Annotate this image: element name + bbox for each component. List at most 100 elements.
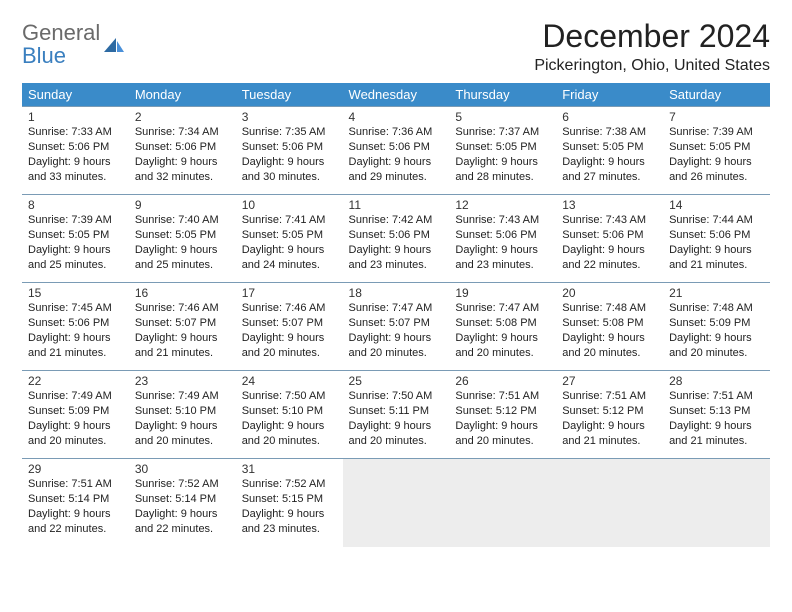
day-info: Sunrise: 7:51 AMSunset: 5:14 PMDaylight:… [28,477,123,536]
calendar-table: SundayMondayTuesdayWednesdayThursdayFrid… [22,83,770,547]
day-info: Sunrise: 7:46 AMSunset: 5:07 PMDaylight:… [242,301,337,360]
day-cell: 26Sunrise: 7:51 AMSunset: 5:12 PMDayligh… [449,371,556,459]
month-title: December 2024 [534,18,770,55]
weekday-header: Saturday [663,83,770,107]
day-number: 6 [562,110,657,124]
day-number: 24 [242,374,337,388]
day-number: 29 [28,462,123,476]
day-info: Sunrise: 7:45 AMSunset: 5:06 PMDaylight:… [28,301,123,360]
day-info: Sunrise: 7:51 AMSunset: 5:12 PMDaylight:… [455,389,550,448]
day-number: 15 [28,286,123,300]
day-cell: 4Sunrise: 7:36 AMSunset: 5:06 PMDaylight… [343,107,450,195]
day-info: Sunrise: 7:52 AMSunset: 5:15 PMDaylight:… [242,477,337,536]
day-cell: 27Sunrise: 7:51 AMSunset: 5:12 PMDayligh… [556,371,663,459]
day-info: Sunrise: 7:48 AMSunset: 5:08 PMDaylight:… [562,301,657,360]
day-info: Sunrise: 7:47 AMSunset: 5:07 PMDaylight:… [349,301,444,360]
day-number: 3 [242,110,337,124]
day-info: Sunrise: 7:49 AMSunset: 5:09 PMDaylight:… [28,389,123,448]
location: Pickerington, Ohio, United States [534,57,770,75]
day-number: 2 [135,110,230,124]
day-info: Sunrise: 7:39 AMSunset: 5:05 PMDaylight:… [28,213,123,272]
day-cell: 6Sunrise: 7:38 AMSunset: 5:05 PMDaylight… [556,107,663,195]
day-number: 10 [242,198,337,212]
day-cell: 18Sunrise: 7:47 AMSunset: 5:07 PMDayligh… [343,283,450,371]
day-info: Sunrise: 7:36 AMSunset: 5:06 PMDaylight:… [349,125,444,184]
day-cell: 13Sunrise: 7:43 AMSunset: 5:06 PMDayligh… [556,195,663,283]
day-cell: 16Sunrise: 7:46 AMSunset: 5:07 PMDayligh… [129,283,236,371]
day-number: 31 [242,462,337,476]
logo-blue: Blue [22,43,66,68]
day-cell: 2Sunrise: 7:34 AMSunset: 5:06 PMDaylight… [129,107,236,195]
day-number: 25 [349,374,444,388]
day-info: Sunrise: 7:40 AMSunset: 5:05 PMDaylight:… [135,213,230,272]
day-cell: 29Sunrise: 7:51 AMSunset: 5:14 PMDayligh… [22,459,129,547]
day-cell: 7Sunrise: 7:39 AMSunset: 5:05 PMDaylight… [663,107,770,195]
weekday-header: Wednesday [343,83,450,107]
day-info: Sunrise: 7:51 AMSunset: 5:13 PMDaylight:… [669,389,764,448]
day-number: 14 [669,198,764,212]
day-cell: 8Sunrise: 7:39 AMSunset: 5:05 PMDaylight… [22,195,129,283]
day-info: Sunrise: 7:51 AMSunset: 5:12 PMDaylight:… [562,389,657,448]
day-number: 12 [455,198,550,212]
day-info: Sunrise: 7:44 AMSunset: 5:06 PMDaylight:… [669,213,764,272]
day-info: Sunrise: 7:46 AMSunset: 5:07 PMDaylight:… [135,301,230,360]
day-cell: 21Sunrise: 7:48 AMSunset: 5:09 PMDayligh… [663,283,770,371]
weekday-header: Monday [129,83,236,107]
empty-cell [343,459,450,547]
day-number: 9 [135,198,230,212]
day-cell: 3Sunrise: 7:35 AMSunset: 5:06 PMDaylight… [236,107,343,195]
day-cell: 31Sunrise: 7:52 AMSunset: 5:15 PMDayligh… [236,459,343,547]
day-number: 20 [562,286,657,300]
day-number: 13 [562,198,657,212]
day-number: 7 [669,110,764,124]
day-number: 5 [455,110,550,124]
day-number: 22 [28,374,123,388]
day-cell: 15Sunrise: 7:45 AMSunset: 5:06 PMDayligh… [22,283,129,371]
day-number: 30 [135,462,230,476]
day-cell: 14Sunrise: 7:44 AMSunset: 5:06 PMDayligh… [663,195,770,283]
day-number: 26 [455,374,550,388]
logo-general: General [22,20,100,45]
day-cell: 30Sunrise: 7:52 AMSunset: 5:14 PMDayligh… [129,459,236,547]
weekday-header: Tuesday [236,83,343,107]
day-number: 18 [349,286,444,300]
empty-cell [663,459,770,547]
day-cell: 24Sunrise: 7:50 AMSunset: 5:10 PMDayligh… [236,371,343,459]
day-cell: 10Sunrise: 7:41 AMSunset: 5:05 PMDayligh… [236,195,343,283]
day-cell: 22Sunrise: 7:49 AMSunset: 5:09 PMDayligh… [22,371,129,459]
day-cell: 11Sunrise: 7:42 AMSunset: 5:06 PMDayligh… [343,195,450,283]
day-info: Sunrise: 7:35 AMSunset: 5:06 PMDaylight:… [242,125,337,184]
empty-cell [449,459,556,547]
day-number: 8 [28,198,123,212]
day-info: Sunrise: 7:39 AMSunset: 5:05 PMDaylight:… [669,125,764,184]
day-number: 11 [349,198,444,212]
empty-cell [556,459,663,547]
day-info: Sunrise: 7:33 AMSunset: 5:06 PMDaylight:… [28,125,123,184]
day-number: 17 [242,286,337,300]
weekday-header: Friday [556,83,663,107]
logo: General Blue [22,18,126,68]
day-info: Sunrise: 7:52 AMSunset: 5:14 PMDaylight:… [135,477,230,536]
day-cell: 9Sunrise: 7:40 AMSunset: 5:05 PMDaylight… [129,195,236,283]
day-number: 21 [669,286,764,300]
day-number: 16 [135,286,230,300]
day-number: 23 [135,374,230,388]
day-number: 1 [28,110,123,124]
day-cell: 19Sunrise: 7:47 AMSunset: 5:08 PMDayligh… [449,283,556,371]
day-number: 19 [455,286,550,300]
day-cell: 5Sunrise: 7:37 AMSunset: 5:05 PMDaylight… [449,107,556,195]
day-info: Sunrise: 7:48 AMSunset: 5:09 PMDaylight:… [669,301,764,360]
day-cell: 1Sunrise: 7:33 AMSunset: 5:06 PMDaylight… [22,107,129,195]
day-info: Sunrise: 7:37 AMSunset: 5:05 PMDaylight:… [455,125,550,184]
day-info: Sunrise: 7:50 AMSunset: 5:11 PMDaylight:… [349,389,444,448]
weekday-header: Thursday [449,83,556,107]
day-cell: 20Sunrise: 7:48 AMSunset: 5:08 PMDayligh… [556,283,663,371]
day-cell: 25Sunrise: 7:50 AMSunset: 5:11 PMDayligh… [343,371,450,459]
day-cell: 28Sunrise: 7:51 AMSunset: 5:13 PMDayligh… [663,371,770,459]
day-info: Sunrise: 7:41 AMSunset: 5:05 PMDaylight:… [242,213,337,272]
day-number: 27 [562,374,657,388]
day-info: Sunrise: 7:43 AMSunset: 5:06 PMDaylight:… [562,213,657,272]
weekday-header: Sunday [22,83,129,107]
day-info: Sunrise: 7:38 AMSunset: 5:05 PMDaylight:… [562,125,657,184]
day-info: Sunrise: 7:42 AMSunset: 5:06 PMDaylight:… [349,213,444,272]
